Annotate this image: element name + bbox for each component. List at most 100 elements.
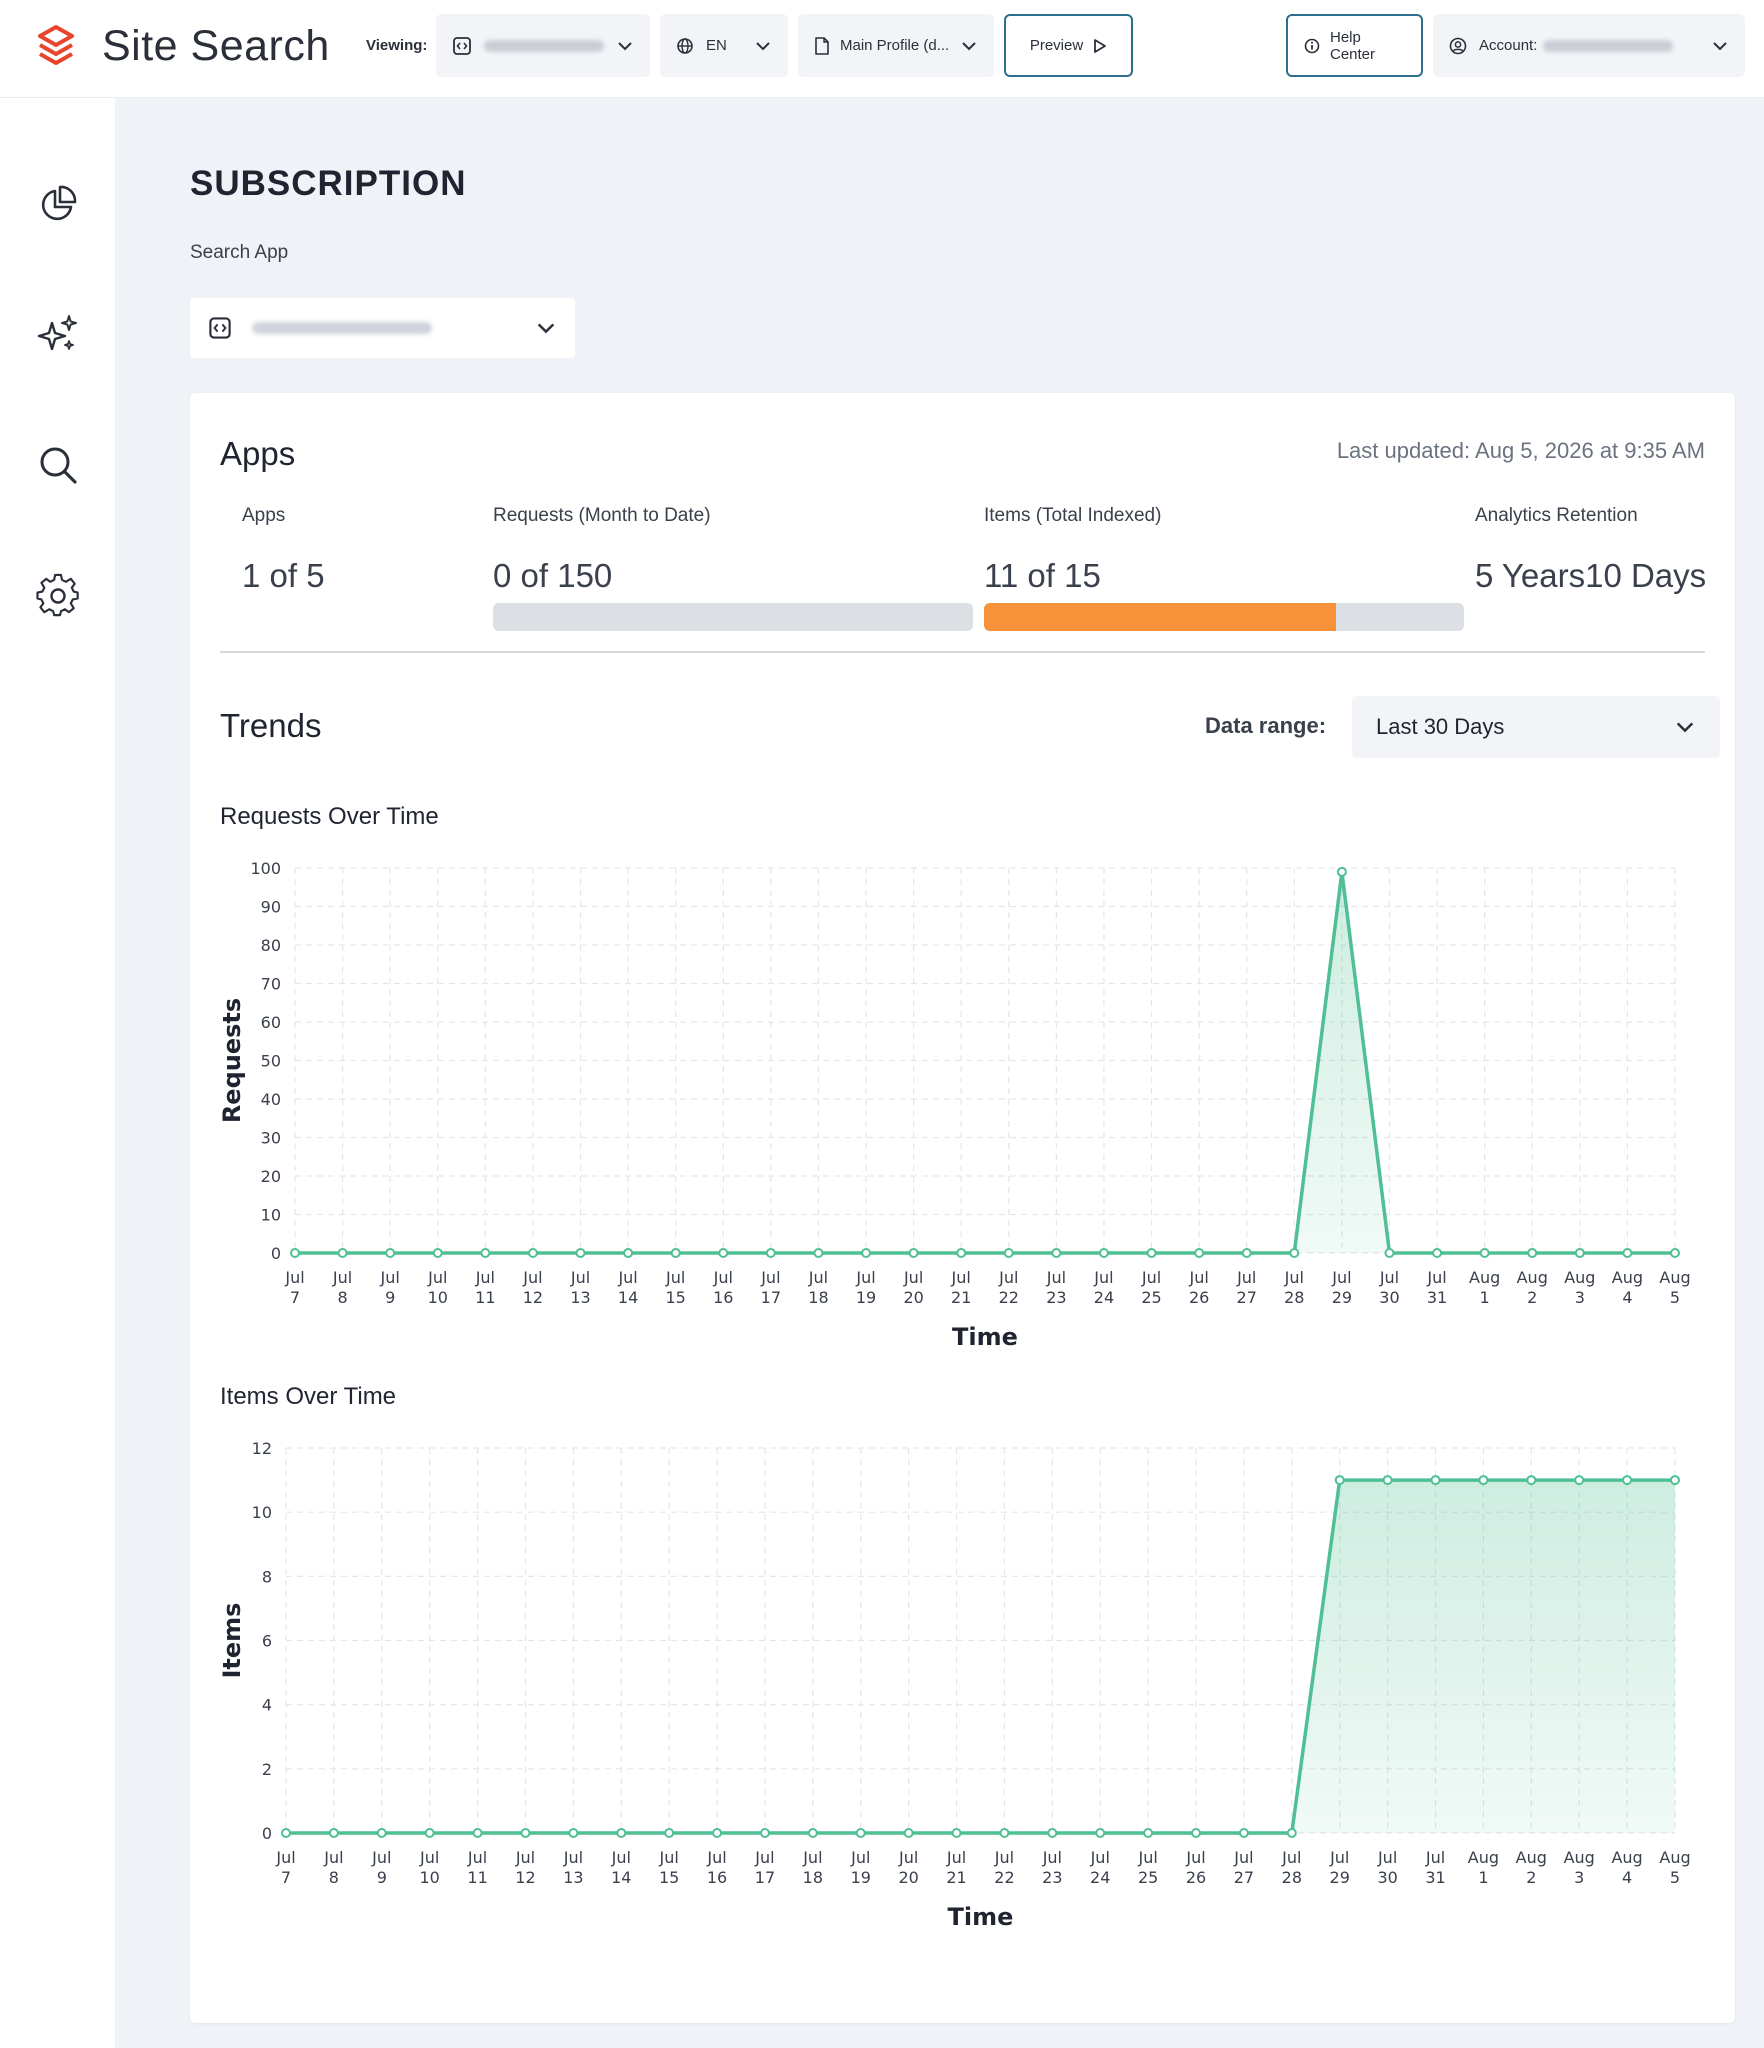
apps-title: Apps xyxy=(220,435,296,472)
data-point xyxy=(1622,1475,1633,1486)
x-tick-label: 18 xyxy=(808,1288,828,1307)
x-tick-label: 18 xyxy=(803,1868,823,1887)
x-tick-label: 8 xyxy=(329,1868,339,1887)
x-tick-label: 20 xyxy=(903,1288,923,1307)
account-label: Account: xyxy=(1479,37,1538,54)
data-point xyxy=(1191,1828,1202,1838)
x-tick-label: Aug xyxy=(1612,1268,1643,1287)
x-tick-label: 1 xyxy=(1478,1868,1488,1887)
x-tick-label: Jul xyxy=(1281,1848,1301,1867)
metric-value-apps: 1 of 5 xyxy=(242,557,325,594)
sparkles-icon[interactable] xyxy=(36,313,80,357)
series-line xyxy=(295,870,1675,1255)
y-tick-label: 0 xyxy=(262,1824,272,1843)
metric-label-apps: Apps xyxy=(242,505,286,526)
data-range-value: Last 30 Days xyxy=(1376,714,1505,739)
language-value: EN xyxy=(706,37,727,54)
x-axis-label: Time xyxy=(952,1323,1018,1351)
x-tick-label: 13 xyxy=(570,1288,590,1307)
gear-icon[interactable] xyxy=(36,573,80,617)
requests-progress-bar xyxy=(493,603,973,631)
code-icon xyxy=(209,317,231,339)
document-icon xyxy=(815,36,829,55)
x-tick-label: 5 xyxy=(1670,1868,1680,1887)
x-tick-label: 2 xyxy=(1527,1288,1537,1307)
language-selector[interactable]: EN xyxy=(660,14,788,77)
x-tick-label: 22 xyxy=(999,1288,1019,1307)
search-app-select[interactable] xyxy=(190,298,575,358)
x-tick-label: Jul xyxy=(1093,1268,1113,1287)
data-point xyxy=(1286,1828,1297,1838)
data-point xyxy=(664,1828,675,1838)
data-point xyxy=(376,1828,387,1838)
x-tick-label: Jul xyxy=(1329,1848,1349,1867)
x-tick-label: 19 xyxy=(851,1868,871,1887)
profile-selector[interactable]: Main Profile (d... xyxy=(798,14,994,77)
x-tick-label: 27 xyxy=(1234,1868,1254,1887)
requests-over-time-chart: 0102030405060708090100Jul7Jul8Jul9Jul10J… xyxy=(218,859,1691,1351)
x-tick-label: Jul xyxy=(659,1848,679,1867)
y-axis-label: Requests xyxy=(218,998,246,1123)
x-tick-label: Jul xyxy=(275,1848,295,1867)
x-tick-label: 17 xyxy=(761,1288,781,1307)
x-tick-label: Jul xyxy=(323,1848,343,1867)
x-tick-label: Jul xyxy=(1331,1268,1351,1287)
x-tick-label: Jul xyxy=(665,1268,685,1287)
x-tick-label: Jul xyxy=(850,1848,870,1867)
x-tick-label: 17 xyxy=(755,1868,775,1887)
help-center-button[interactable]: Help Center xyxy=(1286,14,1423,77)
x-tick-label: Jul xyxy=(802,1848,822,1867)
x-tick-label: Jul xyxy=(522,1268,542,1287)
data-point xyxy=(712,1828,723,1838)
search-app-name-redacted xyxy=(252,322,432,334)
y-tick-label: 60 xyxy=(261,1013,281,1032)
x-tick-label: 23 xyxy=(1046,1288,1066,1307)
data-point xyxy=(424,1828,435,1838)
x-tick-label: 11 xyxy=(467,1868,487,1887)
x-tick-label: Jul xyxy=(1284,1268,1304,1287)
data-point xyxy=(908,1248,919,1258)
x-tick-label: Aug xyxy=(1564,1848,1595,1867)
account-selector[interactable]: Account: xyxy=(1433,14,1745,77)
data-point xyxy=(1478,1475,1489,1486)
data-point xyxy=(520,1828,531,1838)
data-point xyxy=(1146,1248,1157,1258)
app-selector[interactable] xyxy=(436,14,650,77)
data-range-select[interactable]: Last 30 Days xyxy=(1352,696,1720,758)
search-icon[interactable] xyxy=(36,443,80,487)
x-tick-label: Jul xyxy=(998,1268,1018,1287)
brand[interactable]: Site Search xyxy=(36,22,330,71)
x-tick-label: 4 xyxy=(1622,1288,1632,1307)
x-tick-label: Jul xyxy=(617,1268,637,1287)
x-tick-label: 30 xyxy=(1379,1288,1399,1307)
help-center-label: Help Center xyxy=(1330,28,1376,63)
data-point xyxy=(480,1248,491,1258)
chevron-down-icon xyxy=(1713,41,1727,50)
data-point xyxy=(855,1828,866,1838)
x-tick-label: 21 xyxy=(951,1288,971,1307)
data-point xyxy=(1143,1828,1154,1838)
layers-logo-icon xyxy=(38,24,74,65)
data-point xyxy=(813,1248,824,1258)
data-point xyxy=(999,1828,1010,1838)
x-tick-label: Jul xyxy=(1426,1268,1446,1287)
top-header: Site Search Viewing: EN Main Profile (d.… xyxy=(0,0,1764,98)
x-tick-label: Aug xyxy=(1659,1268,1690,1287)
x-tick-label: Jul xyxy=(611,1848,631,1867)
preview-button[interactable]: Preview xyxy=(1004,14,1133,77)
x-tick-label: 23 xyxy=(1042,1868,1062,1887)
x-tick-label: 27 xyxy=(1237,1288,1257,1307)
x-tick-label: Jul xyxy=(570,1268,590,1287)
data-point xyxy=(432,1248,443,1258)
data-point xyxy=(1238,1828,1249,1838)
pie-chart-icon[interactable] xyxy=(36,183,80,227)
x-tick-label: 26 xyxy=(1186,1868,1206,1887)
x-tick-label: 26 xyxy=(1189,1288,1209,1307)
data-point xyxy=(1574,1248,1585,1258)
data-point xyxy=(337,1248,348,1258)
y-tick-label: 6 xyxy=(262,1632,272,1651)
x-tick-label: Jul xyxy=(1042,1848,1062,1867)
data-point xyxy=(1003,1248,1014,1258)
x-tick-label: 19 xyxy=(856,1288,876,1307)
data-point xyxy=(328,1828,339,1838)
